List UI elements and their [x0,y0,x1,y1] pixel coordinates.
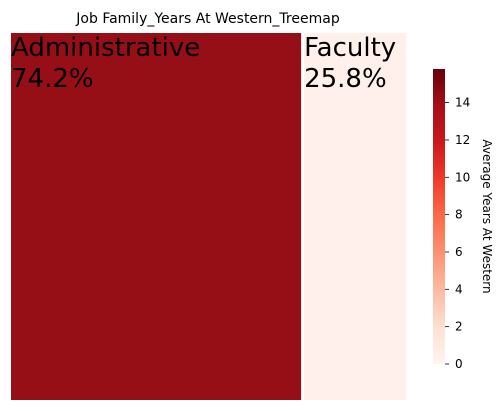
colorbar-label: Average Years At Western [480,139,494,293]
colorbar-tick-label: 14 [455,96,470,110]
tile-percent-administrative: 74.2% [11,64,94,94]
colorbar: 0 2 4 6 8 10 12 14 Average Years At Western [433,69,494,371]
tile-percent-faculty: 25.8% [304,64,387,94]
colorbar-tick-label: 2 [455,320,463,334]
colorbar-tick-label: 0 [455,357,463,371]
colorbar-tick-label: 12 [455,133,470,147]
treemap-tile-faculty [304,33,406,400]
treemap-tile-administrative [11,33,302,400]
colorbar-tick-label: 8 [455,208,463,222]
colorbar-tick-label: 10 [455,170,470,184]
colorbar-tick-label: 6 [455,245,463,259]
colorbar-gradient [433,69,445,364]
chart-title: Job Family_Years At Western_Treemap [75,11,340,27]
tile-label-faculty: Faculty [304,33,396,63]
colorbar-tick-label: 4 [455,282,463,296]
tile-label-administrative: Administrative [11,33,200,63]
